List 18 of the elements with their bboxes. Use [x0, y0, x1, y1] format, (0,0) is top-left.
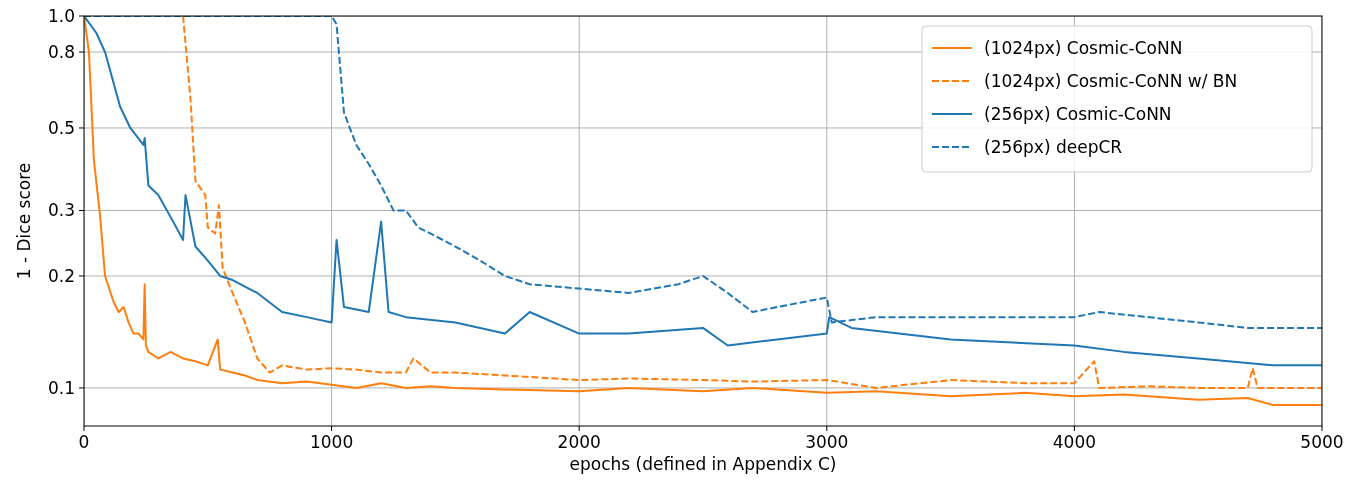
- legend-label: (1024px) Cosmic-CoNN: [984, 38, 1183, 58]
- x-tick-label: 0: [78, 432, 90, 452]
- legend-label: (256px) deepCR: [984, 137, 1123, 157]
- y-tick-label: 0.3: [47, 200, 75, 221]
- x-tick-label: 4000: [1052, 432, 1097, 452]
- x-tick-label: 3000: [805, 432, 849, 452]
- y-tick-label: 0.5: [47, 117, 75, 138]
- y-tick-label: 0.1: [47, 377, 75, 398]
- legend-label: (256px) Cosmic-CoNN: [984, 104, 1172, 124]
- x-tick-label: 2000: [557, 432, 601, 452]
- y-tick-label: 0.8: [47, 42, 75, 63]
- x-tick-label: 5000: [1300, 432, 1344, 452]
- y-tick-label: 0.2: [47, 265, 75, 286]
- legend-label: (1024px) Cosmic-CoNN w/ BN: [984, 71, 1238, 91]
- x-tick-label: 1000: [309, 432, 354, 452]
- x-axis-title: epochs (defined in Appendix C): [569, 454, 837, 474]
- y-tick-label: 1.0: [47, 6, 75, 26]
- y-axis-title: 1 - Dice score: [14, 162, 34, 280]
